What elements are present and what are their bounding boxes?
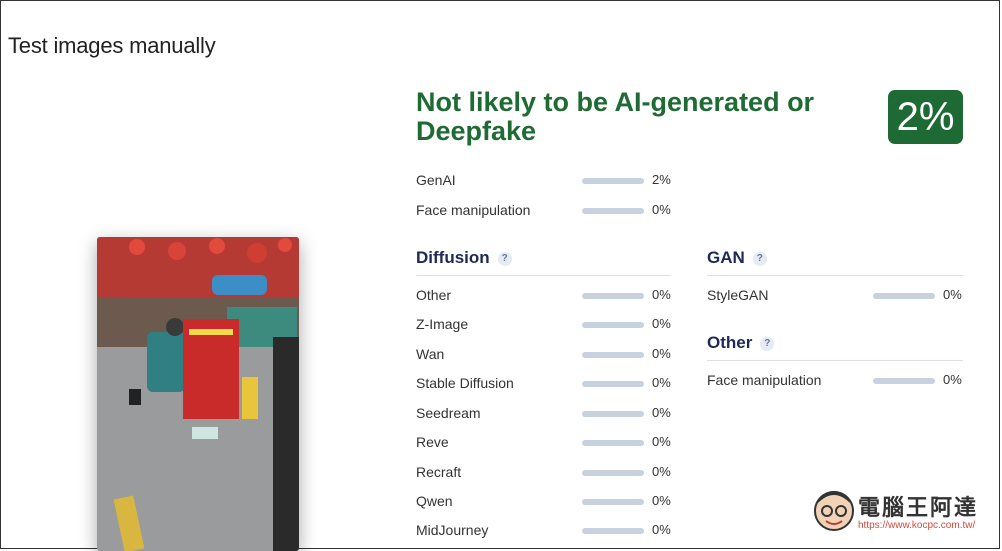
item-value: 0% [652,287,671,302]
progress-bar [582,440,644,446]
section-title: Diffusion [416,248,490,267]
item-label: StyleGAN [707,287,769,303]
item-label: Reve [416,434,449,450]
item-value: 0% [652,346,671,361]
summary-value: 0% [652,202,671,217]
progress-bar [582,322,644,328]
watermark-url: https://www.kocpc.com.tw/ [858,520,976,531]
item-value: 0% [652,464,671,479]
item-label: Other [416,287,452,303]
item-label: Face manipulation [707,372,822,388]
section-gan: GAN? [707,248,767,268]
score-badge: 2% [888,90,963,144]
page-title: Test images manually [8,33,216,58]
progress-bar [873,378,935,384]
item-label: Stable Diffusion [416,375,514,391]
section-title: GAN [707,248,745,267]
list-item: MidJourney 0% [416,522,676,542]
item-value: 0% [652,375,671,390]
item-value: 0% [652,316,671,331]
item-label: Z-Image [416,316,469,332]
list-item: Reve 0% [416,434,676,454]
divider [707,275,963,276]
progress-bar [582,352,644,358]
list-item: Z-Image 0% [416,316,676,336]
item-label: Wan [416,346,445,362]
section-diffusion: Diffusion? [416,248,512,268]
list-item: Seedream 0% [416,405,676,425]
help-icon[interactable]: ? [497,251,512,266]
item-value: 0% [943,372,962,387]
progress-bar [582,293,644,299]
progress-bar [582,208,644,214]
watermark-text: 電腦王阿達 [858,495,979,520]
progress-bar [582,178,644,184]
uploaded-image [97,237,299,551]
summary-row-face-manipulation: Face manipulation 0% [416,202,676,222]
summary-label: GenAI [416,172,456,188]
help-icon[interactable]: ? [760,336,775,351]
divider [707,360,963,361]
item-label: MidJourney [416,522,489,538]
section-other: Other? [707,333,775,353]
divider [416,275,671,276]
progress-bar [582,499,644,505]
list-item: Wan 0% [416,346,676,366]
section-title: Other [707,333,753,352]
progress-bar [582,470,644,476]
verdict-heading: Not likely to be AI-generated or Deepfak… [416,87,815,146]
progress-bar [873,293,935,299]
progress-bar [582,411,644,417]
watermark-logo [814,491,854,531]
summary-label: Face manipulation [416,202,531,218]
help-icon[interactable]: ? [752,251,767,266]
summary-value: 2% [652,172,671,187]
item-label: Qwen [416,493,453,509]
progress-bar [582,381,644,387]
summary-row-genai: GenAI 2% [416,172,676,192]
item-value: 0% [652,493,671,508]
item-value: 0% [652,434,671,449]
item-value: 0% [652,522,671,537]
progress-bar [582,528,644,534]
item-value: 0% [943,287,962,302]
list-item: Qwen 0% [416,493,676,513]
list-item: StyleGAN 0% [707,287,967,307]
item-label: Recraft [416,464,462,480]
item-label: Seedream [416,405,481,421]
list-item: Recraft 0% [416,464,676,484]
list-item: Face manipulation 0% [707,372,967,392]
list-item: Other 0% [416,287,676,307]
list-item: Stable Diffusion 0% [416,375,676,395]
item-value: 0% [652,405,671,420]
